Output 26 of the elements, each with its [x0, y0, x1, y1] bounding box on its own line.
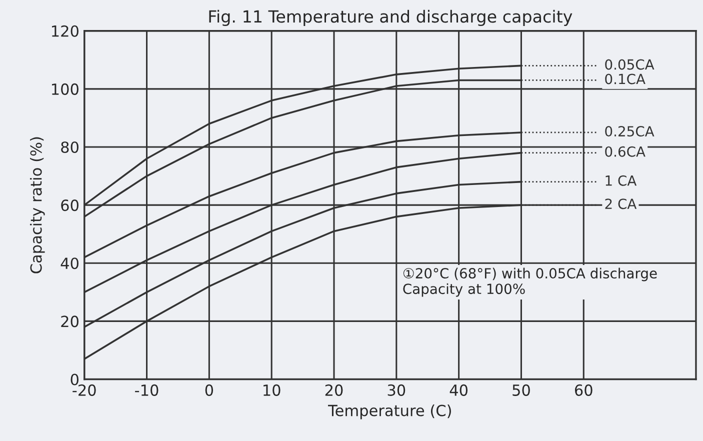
y-tick-label: 40 [60, 258, 78, 270]
y-tick-label: 20 [61, 316, 78, 328]
chart-title: Fig. 11 Temperature and discharge capacity [209, 10, 572, 26]
x-tick-label: -20 [72, 384, 96, 396]
text: 1 CA [606, 175, 637, 186]
y-tick-label: 0 [70, 374, 78, 386]
annotation: ①20°C (68°F) with 0.05CA discharge Capacity at 100% [403, 268, 657, 297]
x-tick-label: 50 [512, 384, 530, 396]
x-tick-label: 10 [264, 384, 280, 396]
text: 0.25CA [605, 126, 654, 137]
text: 0.1CA [605, 74, 646, 84]
x-tick-label: 20 [325, 384, 343, 396]
y-tick-label: 120 [52, 25, 78, 37]
text: 0.6CA [605, 146, 646, 157]
y-tick-label: 80 [61, 141, 78, 154]
x-tick-label: 0 [205, 384, 214, 396]
x-tick-label: 60 [574, 384, 592, 396]
y-axis-title: Capacity ratio (%) [30, 137, 45, 274]
x-tick-label: -10 [135, 384, 158, 396]
x-tick-label: 40 [450, 384, 468, 396]
text: 2 CA [605, 198, 637, 210]
x-axis-title: Temperature (C) [328, 404, 451, 420]
x-tick-label: 30 [388, 384, 406, 396]
y-tick-label: 100 [52, 83, 78, 95]
y-tick-label: 60 [61, 200, 78, 212]
text: 0.05CA [605, 59, 654, 70]
